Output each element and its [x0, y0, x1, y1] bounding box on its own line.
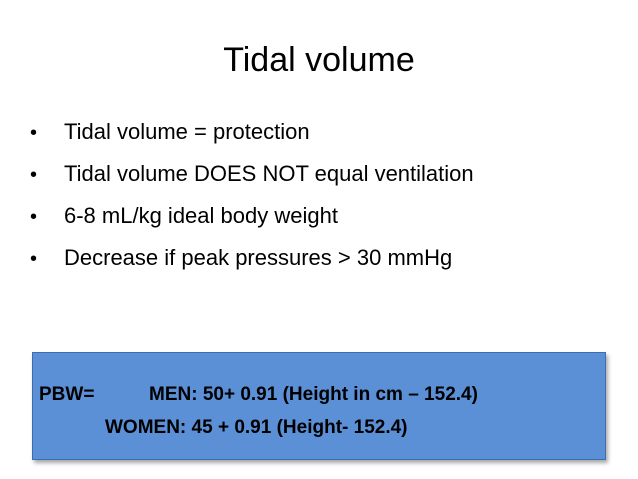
- pbw-formula-box: PBW= MEN: 50+ 0.91 (Height in cm – 152.4…: [32, 352, 606, 460]
- bullet-text: 6-8 mL/kg ideal body weight: [64, 203, 338, 228]
- bullet-item: • 6-8 mL/kg ideal body weight: [30, 202, 474, 231]
- bullet-icon: •: [30, 206, 38, 228]
- bullet-item: • Tidal volume = protection: [30, 118, 474, 147]
- bullet-text: Tidal volume = protection: [64, 119, 310, 144]
- pbw-label: PBW=: [39, 384, 95, 405]
- bullet-text: Decrease if peak pressures > 30 mmHg: [64, 245, 453, 270]
- bullet-item: • Tidal volume DOES NOT equal ventilatio…: [30, 160, 474, 189]
- pbw-women-formula: WOMEN: 45 + 0.91 (Height- 152.4): [105, 417, 408, 438]
- slide-title: Tidal volume: [223, 41, 415, 79]
- bullet-icon: •: [30, 248, 38, 270]
- bullet-item: • Decrease if peak pressures > 30 mmHg: [30, 244, 474, 273]
- pbw-men-formula: MEN: 50+ 0.91 (Height in cm – 152.4): [149, 384, 478, 405]
- bullet-list: • Tidal volume = protection • Tidal volu…: [30, 118, 474, 286]
- bullet-icon: •: [30, 122, 38, 144]
- bullet-icon: •: [30, 164, 38, 186]
- bullet-text: Tidal volume DOES NOT equal ventilation: [64, 161, 474, 186]
